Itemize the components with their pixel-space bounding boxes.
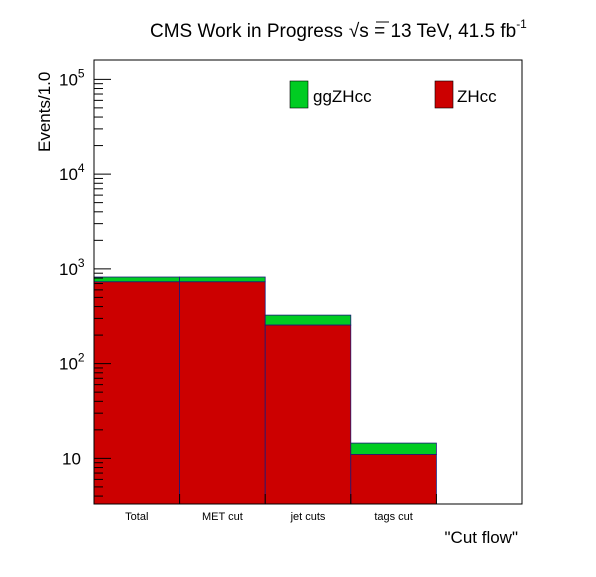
bar-ZHcc [93,281,180,505]
legend-label-ZHcc: ZHcc [457,87,497,106]
legend-swatch-ZHcc [434,80,454,109]
x-tick-label: tags cut [374,511,413,523]
bar-ggZHcc [350,442,437,455]
bar-ggZHcc [93,276,180,283]
bar-group [93,276,437,505]
bar-ggZHcc [264,314,352,326]
y-tick-label: 104 [59,161,85,184]
bar-ZHcc [179,281,266,505]
x-axis-label: "Cut flow" [445,528,518,547]
plot-frame [93,59,523,505]
bar-ZHcc [264,324,352,505]
y-axis-label: Events/1.0 [35,72,54,152]
y-tick-label: 10 [62,449,81,468]
x-axis: Total MET cut jet cuts tags cut [93,494,523,523]
x-tick-label: Total [125,511,148,523]
x-tick-label: jet cuts [290,511,326,523]
y-axis: 10 102 103 104 105 [59,66,111,497]
bar-ZHcc [350,454,437,505]
legend: ggZHcc ZHcc [289,80,497,109]
y-tick-label: 102 [59,351,85,374]
chart-title: CMS Work in Progress √s = 13 TeV, 41.5 fb… [150,17,527,42]
x-tick-label: MET cut [202,511,243,523]
bar-ggZHcc [179,276,266,283]
legend-swatch-ggZHcc [289,80,309,109]
legend-label-ggZHcc: ggZHcc [313,87,372,106]
y-tick-label: 103 [59,256,85,279]
y-tick-label: 105 [59,66,85,89]
